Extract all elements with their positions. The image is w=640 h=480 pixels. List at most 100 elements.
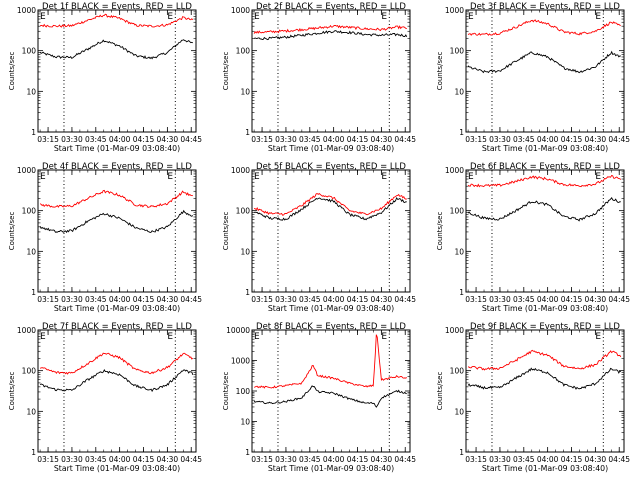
- series-events-line: [467, 367, 622, 390]
- y-tick-label: 10000: [226, 326, 250, 335]
- x-axis-label: Start Time (01-Mar-09 03:08:40): [482, 304, 608, 313]
- x-tick-label: 04:15: [133, 135, 155, 144]
- plot-frame: [37, 329, 197, 453]
- y-tick-label: 1000: [17, 326, 36, 335]
- y-tick-label: 10: [454, 247, 464, 256]
- y-tick-label: 1000: [17, 166, 36, 175]
- e-marker: E: [254, 12, 260, 22]
- x-tick-label: 03:45: [299, 135, 321, 144]
- x-tick-label: 03:30: [61, 295, 83, 304]
- y-tick-label: 100: [236, 47, 251, 56]
- x-tick-label: 04:45: [180, 455, 202, 464]
- y-axis-label: Counts/sec: [436, 372, 444, 411]
- e-marker: E: [40, 172, 46, 182]
- x-tick-label: 04:15: [347, 455, 369, 464]
- y-tick-label: 10: [454, 407, 464, 416]
- x-tick-label: 03:15: [465, 295, 487, 304]
- x-tick-label: 04:00: [109, 295, 131, 304]
- x-tick-label: 04:30: [157, 455, 179, 464]
- y-tick-label: 1: [459, 448, 464, 457]
- x-tick-label: 03:30: [275, 295, 297, 304]
- panel-title: Det 8f BLACK = Events, RED = LLD: [256, 322, 406, 332]
- y-axis-label: Counts/sec: [8, 212, 16, 251]
- x-tick-label: 03:45: [85, 295, 107, 304]
- series-lld-line: [467, 19, 621, 36]
- e-marker: E: [167, 172, 173, 182]
- y-tick-label: 1: [245, 448, 250, 457]
- x-tick-label: 04:30: [585, 135, 607, 144]
- y-tick-label: 10: [240, 418, 250, 427]
- e-marker: E: [468, 172, 474, 182]
- x-tick-label: 04:45: [180, 135, 202, 144]
- x-tick-label: 03:15: [251, 135, 273, 144]
- series-events-line: [467, 50, 621, 74]
- x-tick-label: 04:30: [157, 135, 179, 144]
- series-events-line: [253, 30, 408, 41]
- e-marker: E: [167, 332, 173, 342]
- x-axis-label: Start Time (01-Mar-09 03:08:40): [482, 464, 608, 473]
- y-axis-label: Counts/sec: [222, 372, 230, 411]
- y-tick-label: 1000: [445, 326, 464, 335]
- x-tick-label: 04:45: [394, 455, 416, 464]
- panel-title: Det 5f BLACK = Events, RED = LLD: [256, 162, 406, 172]
- y-tick-label: 1: [31, 448, 36, 457]
- e-marker: E: [381, 332, 387, 342]
- e-marker: E: [167, 12, 173, 22]
- x-tick-label: 04:30: [371, 295, 393, 304]
- panel-8: Det 8f BLACK = Events, RED = LLD 1 10 100 10…: [222, 322, 416, 473]
- y-axis-label: Counts/sec: [8, 372, 16, 411]
- x-tick-label: 04:30: [371, 455, 393, 464]
- series-lld-line: [253, 334, 408, 389]
- x-tick-label: 03:30: [61, 135, 83, 144]
- plot-frame: [251, 9, 411, 133]
- panel-title: Det 7f BLACK = Events, RED = LLD: [42, 322, 192, 332]
- x-tick-label: 04:45: [394, 135, 416, 144]
- y-tick-label: 100: [22, 367, 37, 376]
- x-axis-label: Start Time (01-Mar-09 03:08:40): [268, 144, 394, 153]
- plot-frame: [251, 329, 411, 453]
- panel-6: Det 6f BLACK = Events, RED = LLD 1 10 100 10…: [436, 162, 630, 313]
- x-tick-label: 04:00: [323, 135, 345, 144]
- x-tick-label: 03:45: [85, 135, 107, 144]
- y-tick-label: 100: [450, 207, 465, 216]
- plot-frame: [37, 169, 197, 293]
- panel-title: Det 1f BLACK = Events, RED = LLD: [42, 2, 192, 12]
- x-tick-label: 04:45: [608, 295, 630, 304]
- panel-1: Det 1f BLACK = Events, RED = LLD 1 10 100 10…: [8, 2, 202, 153]
- x-tick-label: 04:15: [133, 295, 155, 304]
- plot-frame: [465, 9, 625, 133]
- panel-5: Det 5f BLACK = Events, RED = LLD 1 10 100 10…: [222, 162, 416, 313]
- plot-frame: [465, 329, 625, 453]
- y-axis-label: Counts/sec: [222, 212, 230, 251]
- x-tick-label: 04:45: [608, 455, 630, 464]
- panel-4: Det 4f BLACK = Events, RED = LLD 1 10 100 10…: [8, 162, 202, 313]
- x-axis-label: Start Time (01-Mar-09 03:08:40): [268, 464, 394, 473]
- series-lld-line: [467, 174, 622, 188]
- x-axis-label: Start Time (01-Mar-09 03:08:40): [54, 304, 180, 313]
- panel-7: Det 7f BLACK = Events, RED = LLD 1 10 100 10…: [8, 322, 202, 473]
- x-tick-label: 03:15: [37, 295, 59, 304]
- x-tick-label: 04:45: [394, 295, 416, 304]
- panel-title: Det 3f BLACK = Events, RED = LLD: [470, 2, 620, 12]
- e-marker: E: [254, 332, 260, 342]
- y-tick-label: 1000: [231, 166, 250, 175]
- e-marker: E: [40, 12, 46, 22]
- panel-title: Det 2f BLACK = Events, RED = LLD: [256, 2, 406, 12]
- panel-title: Det 6f BLACK = Events, RED = LLD: [470, 162, 620, 172]
- e-marker: E: [595, 12, 601, 22]
- x-tick-label: 03:15: [37, 455, 59, 464]
- x-axis-label: Start Time (01-Mar-09 03:08:40): [482, 144, 608, 153]
- e-marker: E: [468, 332, 474, 342]
- y-axis-label: Counts/sec: [222, 52, 230, 91]
- x-tick-label: 04:15: [561, 135, 583, 144]
- x-tick-label: 04:45: [180, 295, 202, 304]
- y-tick-label: 1000: [231, 357, 250, 366]
- series-events-line: [39, 209, 194, 234]
- e-marker: E: [254, 172, 260, 182]
- x-tick-label: 04:15: [561, 455, 583, 464]
- x-axis-label: Start Time (01-Mar-09 03:08:40): [268, 304, 394, 313]
- x-axis-label: Start Time (01-Mar-09 03:08:40): [54, 464, 180, 473]
- y-tick-label: 10: [240, 87, 250, 96]
- series-lld-line: [39, 13, 194, 28]
- e-marker: E: [595, 172, 601, 182]
